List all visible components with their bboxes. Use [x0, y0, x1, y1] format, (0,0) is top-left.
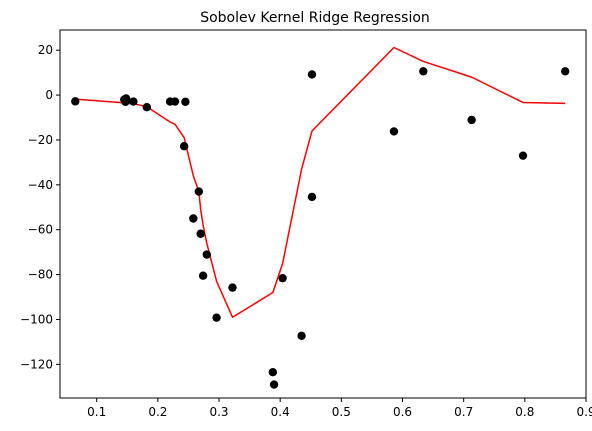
y-tick-label: 0 — [45, 88, 53, 102]
x-tick-label: 0.3 — [209, 405, 228, 419]
data-point — [71, 97, 80, 106]
series-layer — [71, 46, 570, 389]
y-tick-label: −60 — [28, 223, 53, 237]
y-tick-label: 20 — [38, 43, 53, 57]
data-point — [121, 94, 131, 103]
x-tick-label: 0.8 — [515, 405, 534, 419]
data-point — [389, 127, 399, 136]
x-tick-label: 0.1 — [87, 405, 106, 419]
x-tick-label: 0.7 — [454, 405, 473, 419]
data-point — [561, 67, 570, 76]
data-point — [228, 283, 237, 292]
y-tick-label: −40 — [28, 178, 53, 192]
data-point — [212, 313, 221, 322]
data-point — [268, 368, 278, 377]
data-point — [181, 97, 190, 107]
data-point — [307, 192, 317, 202]
y-tick-label: −20 — [28, 133, 53, 147]
data-point — [518, 151, 528, 160]
plot-frame — [59, 29, 587, 399]
x-tick-label: 0.6 — [393, 405, 412, 419]
x-tick-label: 0.2 — [148, 405, 167, 419]
ticks-layer: 0.1 0.2 0.3 0.4 0.5 0.6 0.7 0.8 0.9 20 0 −20 −40 −60 −… — [20, 43, 592, 419]
data-point — [202, 250, 211, 259]
data-point — [467, 115, 476, 125]
fit-line — [75, 46, 566, 318]
data-point — [419, 67, 428, 76]
data-point — [307, 70, 317, 79]
data-point — [179, 142, 189, 151]
y-tick-label: −100 — [20, 312, 53, 326]
data-point — [189, 214, 198, 223]
data-point — [269, 380, 279, 389]
data-point — [170, 97, 180, 106]
y-tick-label: −120 — [20, 357, 53, 371]
data-point — [198, 271, 208, 280]
data-point — [297, 331, 306, 341]
data-point — [129, 97, 138, 106]
data-point — [196, 229, 205, 238]
data-point — [278, 273, 287, 283]
x-tick-label: 0.9 — [576, 405, 592, 419]
x-tick-label: 0.5 — [332, 405, 351, 419]
chart-title: Sobolev Kernel Ridge Regression — [200, 10, 430, 26]
y-tick-label: −80 — [28, 268, 53, 282]
x-tick-label: 0.4 — [271, 405, 290, 419]
data-point — [194, 187, 204, 196]
data-point — [142, 102, 152, 112]
